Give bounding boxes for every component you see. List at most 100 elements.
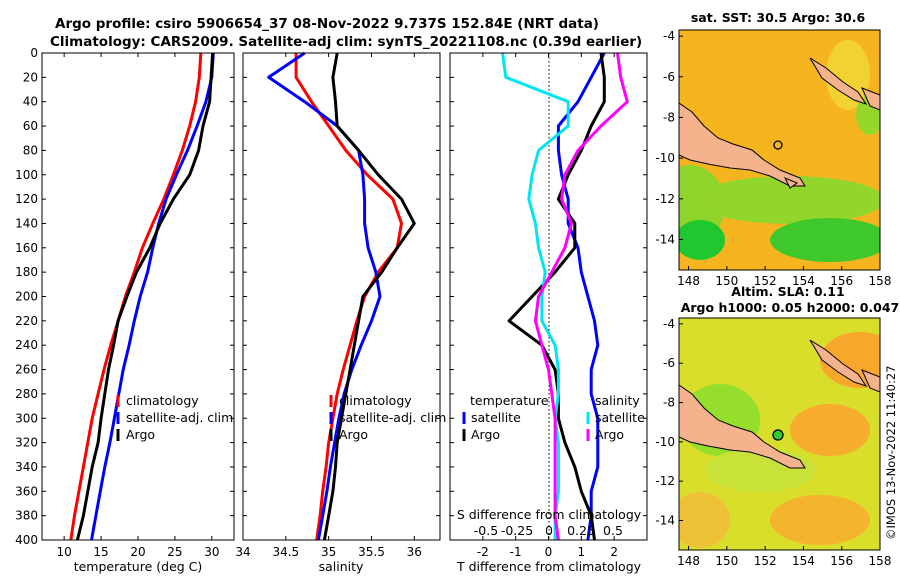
land-new-guinea (679, 102, 806, 187)
land-new-guinea (679, 384, 806, 469)
sst-map-xticks: 148 150 152 154 156 158 (677, 266, 891, 288)
map-x-tick-label: 150 (715, 554, 738, 568)
map-y-tick-label: -10 (655, 435, 675, 449)
x-tick-label: 36 (407, 545, 422, 559)
difference-legend: temperature satellite Argo salinity sate… (462, 393, 645, 442)
sla-map: Altim. SLA: 0.11 Argo h1000: 0.05 h2000:… (655, 284, 900, 568)
sla-field (790, 404, 870, 456)
map-y-tick-label: -14 (655, 232, 675, 246)
sla-field (679, 492, 730, 548)
temperature-series (69, 52, 215, 541)
imos-watermark: ©IMOS 13-Nov-2022 11:40:27 (884, 366, 898, 540)
temperature-xlabel: temperature (deg C) (74, 559, 203, 574)
y-tick-label: 260 (15, 363, 38, 377)
series-line-argo (322, 52, 416, 541)
y-tick-label: 60 (23, 119, 38, 133)
y-tick-label: 320 (15, 436, 38, 450)
x-tick-label: 2 (610, 545, 618, 559)
map-y-tick-label: -14 (655, 514, 675, 528)
s-tick: -0.5 (474, 523, 498, 538)
series-line-climatology (69, 52, 203, 541)
map-x-tick-label: 154 (792, 554, 815, 568)
y-tick-label: 160 (15, 241, 38, 255)
salinity-x-ticks: 34 34.5 35 35.5 36 (235, 52, 440, 559)
salinity-panel: 34 34.5 35 35.5 36 salinity climatology sate… (235, 51, 446, 574)
map-x-tick-label: 152 (754, 554, 777, 568)
legend-label-s-argo: Argo (595, 427, 624, 442)
legend-label-satellite: satellite-adj. clim (339, 410, 446, 425)
x-tick-label: 35 (321, 545, 336, 559)
difference-axes-frame (449, 52, 648, 541)
sst-field (826, 40, 870, 110)
salinity-legend: climatology satellite-adj. clim Argo (329, 393, 446, 442)
land-new-britain (809, 339, 868, 387)
sst-field (695, 176, 880, 224)
y-tick-label: 300 (15, 411, 38, 425)
sla-map-subtitle: Argo h1000: 0.05 h2000: 0.047 (681, 300, 900, 315)
difference-xlabel: T difference from climatology (456, 559, 642, 574)
x-tick-label: 1 (578, 545, 586, 559)
sla-map-frame (678, 317, 881, 551)
map-y-tick-label: -8 (663, 396, 675, 410)
y-tick-label: 140 (15, 216, 38, 230)
depth-y-ticks: 0 20 40 60 80 100 120 140 160 180 200 220 240 260 280 3… (15, 46, 234, 547)
temperature-axes-frame (41, 52, 235, 541)
legend-title-salinity: salinity (595, 393, 640, 408)
salinity-series (267, 51, 416, 541)
sst-field (679, 220, 725, 260)
difference-panel: -2 -1 0 1 2 T difference from climatology S … (449, 52, 648, 574)
series-line-satellite-adj-clim (90, 52, 215, 541)
land-new-britain (809, 57, 868, 105)
series-line-argo (75, 52, 215, 541)
series-line-climatology (294, 53, 403, 541)
map-y-tick-label: -6 (663, 356, 675, 370)
legend-label-t-argo: Argo (471, 427, 500, 442)
sst-map: sat. SST: 30.5 Argo: 30.6 148 150 152 154 15… (655, 10, 891, 288)
difference-x-ticks: -2 -1 0 1 2 (450, 52, 647, 559)
s-tick: 0 (545, 523, 553, 538)
legend-label-t-satellite: satellite (471, 410, 521, 425)
y-tick-label: 180 (15, 265, 38, 279)
y-tick-label: 200 (15, 290, 38, 304)
s-difference-ticks: -0.5 -0.25 0 0.25 0.5 (474, 523, 623, 538)
map-x-tick-label: 148 (677, 274, 700, 288)
temperature-legend: climatology satellite-adj. clim Argo (116, 393, 233, 442)
map-x-tick-label: 158 (869, 274, 892, 288)
s-difference-label: S difference from climatology (457, 507, 642, 522)
map-y-tick-label: -12 (655, 474, 675, 488)
salinity-xlabel: salinity (319, 559, 364, 574)
map-x-tick-label: 156 (830, 274, 853, 288)
figure-title-line1: Argo profile: csiro 5906654_37 08-Nov-20… (55, 16, 599, 32)
s-tick: 0.5 (603, 523, 623, 538)
map-y-tick-label: -4 (663, 317, 675, 331)
salinity-axes-frame (242, 52, 441, 541)
difference-series (501, 52, 629, 541)
map-y-tick-label: -10 (655, 151, 675, 165)
x-tick-label: 30 (204, 545, 219, 559)
x-tick-label: -2 (477, 545, 489, 559)
y-tick-label: 340 (15, 460, 38, 474)
series-line-temperature-argo (507, 52, 606, 541)
map-y-tick-label: -12 (655, 192, 675, 206)
legend-label-s-satellite: satellite (595, 410, 645, 425)
y-tick-label: 0 (30, 46, 38, 60)
y-tick-label: 120 (15, 192, 38, 206)
legend-label-argo: Argo (126, 427, 155, 442)
sla-map-yticks: -4 -6 -8 -10 -12 -14 (655, 317, 683, 528)
y-tick-label: 380 (15, 509, 38, 523)
map-x-tick-label: 156 (830, 554, 853, 568)
sla-field (770, 495, 870, 545)
y-tick-label: 220 (15, 314, 38, 328)
x-tick-label: 0 (545, 545, 553, 559)
legend-label-climatology: climatology (339, 393, 412, 408)
s-tick: 0.25 (567, 523, 595, 538)
series-line-salinity-argo (533, 52, 629, 541)
sst-field (770, 218, 880, 262)
y-tick-label: 80 (23, 143, 38, 157)
y-tick-label: 100 (15, 168, 38, 182)
y-tick-label: 360 (15, 484, 38, 498)
temperature-panel: 10 15 20 25 30 0 20 40 60 80 100 120 140 160 180 200 22… (15, 46, 235, 574)
y-tick-label: 400 (15, 533, 38, 547)
legend-label-satellite: satellite-adj. clim (126, 410, 233, 425)
argo-location-marker (773, 140, 783, 150)
